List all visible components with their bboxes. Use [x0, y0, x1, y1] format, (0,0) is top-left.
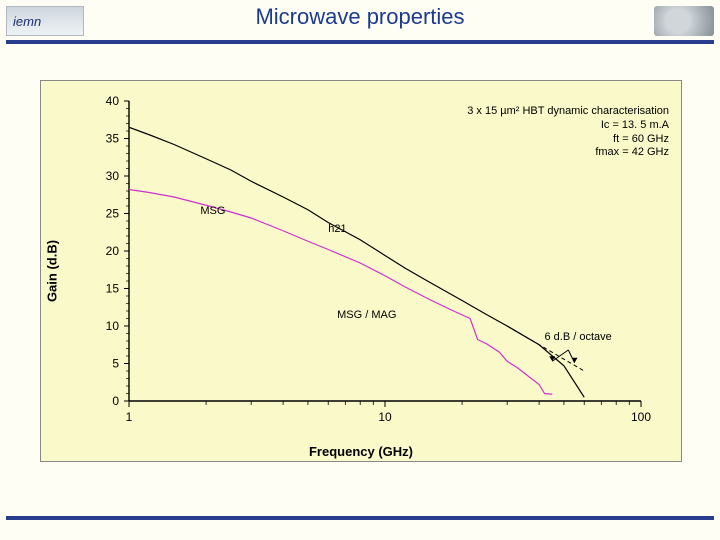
x-axis-label: Frequency (GHz) [41, 444, 681, 459]
annotation-line: fmax = 42 GHz [467, 146, 669, 160]
annotation-line: ft = 60 GHz [467, 133, 669, 147]
chart-container: 0 5 10 15 20 25 30 35 40 1 10 100 Gain (d.B) Freque… [40, 80, 682, 462]
svg-text:5: 5 [112, 357, 119, 371]
series-label-h21: h21 [328, 223, 346, 235]
svg-text:30: 30 [106, 169, 120, 183]
svg-text:15: 15 [106, 282, 120, 296]
guide-label: 6 d.B / octave [544, 331, 611, 343]
slide: iemn Microwave properties 05101520253035… [0, 0, 720, 540]
svg-text:100: 100 [631, 410, 651, 424]
slide-title: Microwave properties [0, 4, 720, 30]
svg-text:20: 20 [106, 244, 120, 258]
svg-text:10: 10 [378, 410, 392, 424]
svg-text:25: 25 [106, 207, 120, 221]
svg-text:35: 35 [106, 132, 120, 146]
series-label-msg: MSG [200, 205, 225, 217]
rule-bottom [6, 516, 714, 520]
annotation-block: 3 x 15 µm² HBT dynamic characterisationI… [467, 105, 669, 160]
svg-text:10: 10 [106, 319, 120, 333]
y-axis-label: Gain (d.B) [45, 240, 60, 302]
svg-text:1: 1 [126, 410, 133, 424]
annotation-line: 3 x 15 µm² HBT dynamic characterisation [467, 105, 669, 119]
series-label-mag: MSG / MAG [337, 309, 396, 321]
svg-text:40: 40 [106, 94, 120, 108]
annotation-line: Ic = 13. 5 m.A [467, 119, 669, 133]
svg-text:0: 0 [112, 394, 119, 408]
rule-top [6, 40, 714, 44]
